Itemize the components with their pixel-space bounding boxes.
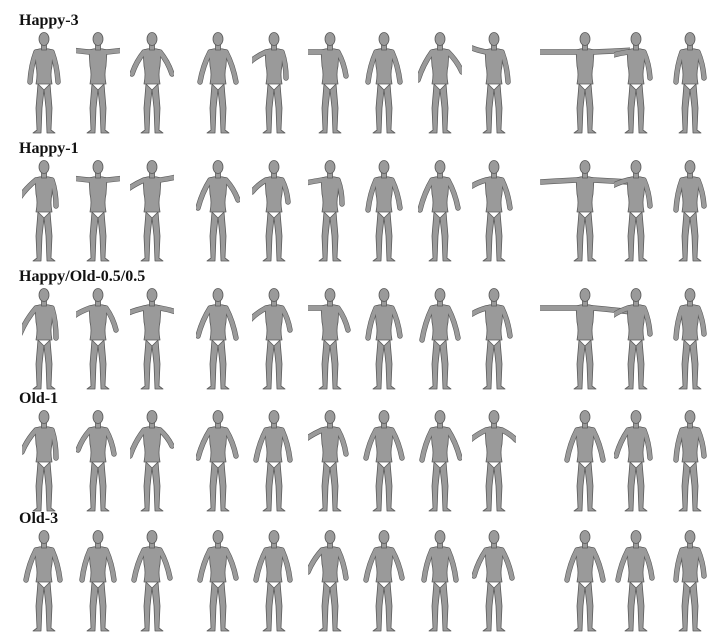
human-figure: [22, 32, 66, 136]
human-figure: [362, 32, 406, 136]
human-figure: [472, 410, 516, 514]
human-figure: [614, 32, 658, 136]
human-figure: [418, 530, 462, 634]
figure-strip: [0, 32, 721, 136]
row-label: Happy-1: [19, 140, 79, 157]
human-figure: [362, 530, 406, 634]
human-figure: [540, 530, 630, 634]
human-figure: [308, 410, 352, 514]
human-figure: [22, 530, 66, 634]
human-figure: [418, 160, 462, 264]
human-figure: [196, 410, 240, 514]
row-label: Old-3: [19, 510, 59, 527]
human-figure: [540, 410, 630, 514]
figure-strip: [0, 160, 721, 264]
human-figure: [362, 288, 406, 392]
human-figure: [308, 288, 352, 392]
human-figure: [76, 32, 120, 136]
human-figure: [130, 530, 174, 634]
human-figure: [130, 160, 174, 264]
human-figure: [196, 160, 240, 264]
human-figure: [362, 410, 406, 514]
human-figure: [252, 410, 296, 514]
human-figure: [22, 410, 66, 514]
human-figure: [252, 530, 296, 634]
human-figure: [130, 410, 174, 514]
human-figure: [418, 410, 462, 514]
human-figure: [252, 288, 296, 392]
human-figure: [472, 288, 516, 392]
human-figure: [22, 288, 66, 392]
human-figure: [472, 32, 516, 136]
human-figure: [668, 32, 712, 136]
human-figure: [418, 288, 462, 392]
human-figure: [76, 160, 120, 264]
human-figure: [252, 32, 296, 136]
human-figure: [130, 288, 174, 392]
human-figure: [252, 160, 296, 264]
human-figure: [130, 32, 174, 136]
human-figure: [472, 530, 516, 634]
human-figure: [614, 288, 658, 392]
figure-strip: [0, 410, 721, 514]
human-figure: [196, 288, 240, 392]
human-figure: [362, 160, 406, 264]
row-label: Happy/Old-0.5/0.5: [19, 268, 146, 285]
human-figure: [472, 160, 516, 264]
human-figure: [614, 410, 658, 514]
figure-strip: [0, 288, 721, 392]
human-figure: [668, 530, 712, 634]
row-label: Happy-3: [19, 12, 79, 29]
human-figure: [22, 160, 66, 264]
human-figure: [614, 530, 658, 634]
human-figure: [668, 288, 712, 392]
human-figure: [76, 288, 120, 392]
row-label: Old-1: [19, 390, 59, 407]
human-figure: [196, 32, 240, 136]
human-figure: [418, 32, 462, 136]
human-figure: [668, 410, 712, 514]
human-figure: [668, 160, 712, 264]
human-figure: [308, 160, 352, 264]
figure-strip: [0, 530, 721, 634]
human-figure: [196, 530, 240, 634]
human-figure: [76, 530, 120, 634]
human-figure: [308, 530, 352, 634]
human-figure: [614, 160, 658, 264]
human-figure: [308, 32, 352, 136]
human-figure: [76, 410, 120, 514]
